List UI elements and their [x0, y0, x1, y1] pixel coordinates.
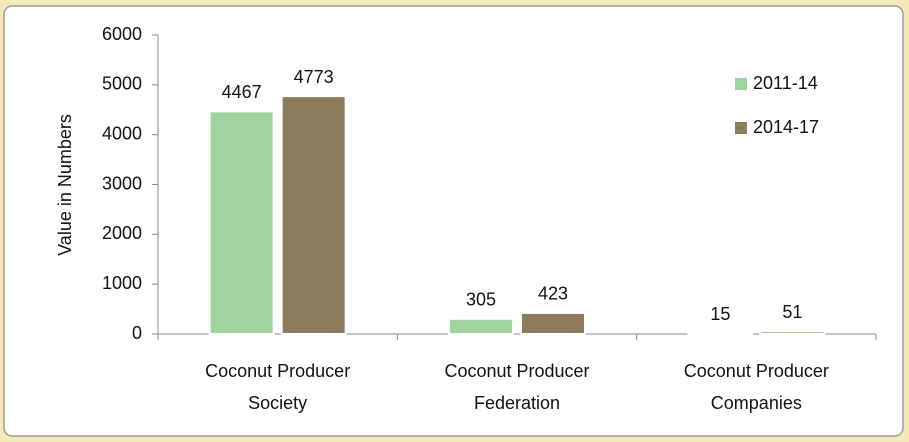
data-label: 423 [538, 284, 568, 304]
y-tick-label: 0 [132, 323, 142, 343]
x-tick-label: Coconut Producer [444, 361, 589, 381]
data-label: 15 [710, 304, 730, 324]
bar [520, 311, 586, 336]
x-tick-label: Companies [711, 393, 802, 413]
legend-label: 2014-17 [753, 117, 819, 137]
y-tick-label: 1000 [102, 273, 142, 293]
x-tick-label: Society [248, 393, 307, 413]
y-tick-label: 2000 [102, 223, 142, 243]
x-tick-label: Coconut Producer [205, 361, 350, 381]
data-label: 51 [782, 302, 802, 322]
y-tick-label: 5000 [102, 74, 142, 94]
x-tick-label: Coconut Producer [684, 361, 829, 381]
legend-label: 2011-14 [753, 73, 818, 93]
bar [759, 330, 826, 335]
data-label: 4773 [294, 67, 334, 87]
data-label: 305 [466, 290, 496, 310]
y-tick-label: 6000 [102, 24, 142, 44]
y-tick-label: 4000 [102, 123, 142, 143]
bar [280, 95, 347, 336]
legend-swatch [735, 122, 747, 134]
data-label: 4467 [222, 82, 262, 102]
bar [448, 317, 514, 336]
bar [208, 110, 275, 335]
y-axis-label: Value in Numbers [55, 114, 75, 256]
x-tick-label: Federation [474, 393, 560, 413]
y-tick-label: 3000 [102, 173, 142, 193]
legend-swatch [735, 78, 747, 90]
bar [687, 332, 754, 336]
